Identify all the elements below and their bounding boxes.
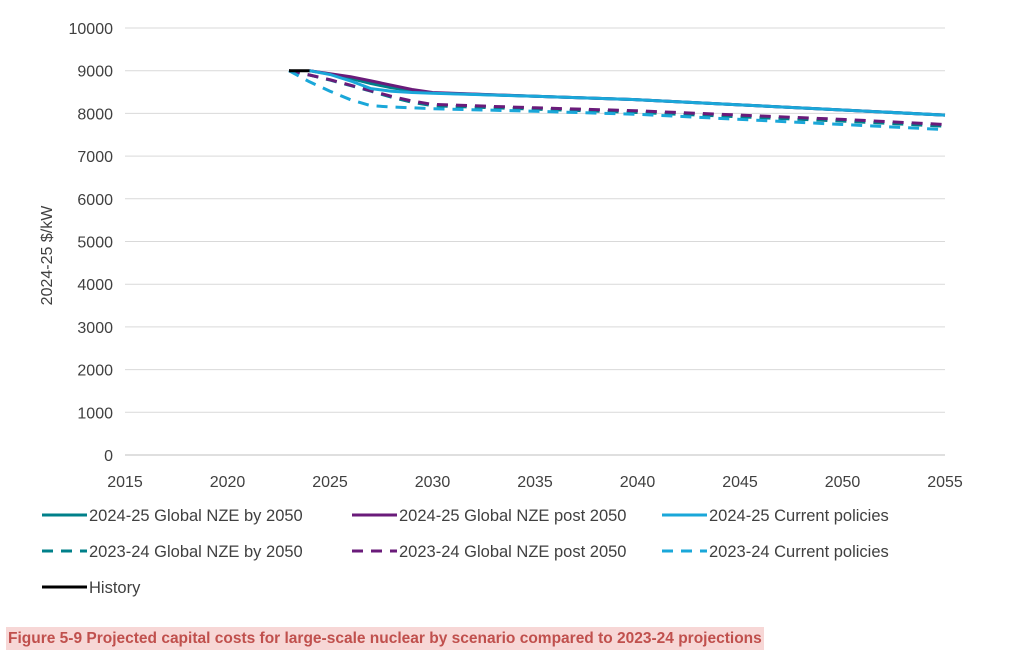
- y-tick-label: 6000: [77, 192, 113, 209]
- line-chart: 0 1000 2000 3000 4000 5000 6000 7000 8000 9000 100…: [39, 21, 963, 597]
- y-tick-label: 4000: [77, 277, 113, 294]
- x-tick-label: 2030: [415, 474, 451, 491]
- figure-caption: Figure 5-9 Projected capital costs for l…: [6, 627, 764, 650]
- y-tick-label: 10000: [69, 21, 114, 38]
- series-line-2: [309, 69, 946, 117]
- legend-label: 2024-25 Current policies: [709, 507, 889, 525]
- x-axis-tick-labels: 2015 2020 2025 2030 2035 2040 2045 2050 2055: [107, 474, 963, 491]
- y-axis-tick-labels: 0 1000 2000 3000 4000 5000 6000 7000 8000 9000 100…: [69, 21, 114, 465]
- y-axis-label: 2024-25 $/kW: [39, 205, 56, 306]
- y-tick-label: 3000: [77, 320, 113, 337]
- y-tick-label: 8000: [77, 106, 113, 123]
- y-tick-label: 7000: [77, 149, 113, 166]
- legend: 2024-25 Global NZE by 2050 2024-25 Global…: [42, 507, 889, 597]
- y-tick-label: 5000: [77, 235, 113, 252]
- series-lines: [288, 69, 946, 132]
- gridlines: [125, 27, 945, 456]
- legend-label: History: [89, 579, 141, 597]
- x-tick-label: 2020: [210, 474, 246, 491]
- x-tick-label: 2040: [620, 474, 656, 491]
- x-tick-label: 2025: [312, 474, 348, 491]
- legend-label: 2023-24 Global NZE post 2050: [399, 543, 626, 561]
- y-tick-label: 9000: [77, 64, 113, 81]
- y-tick-label: 1000: [77, 405, 113, 422]
- legend-entry: History: [42, 579, 141, 597]
- x-tick-label: 2015: [107, 474, 143, 491]
- y-tick-label: 2000: [77, 363, 113, 380]
- legend-label: 2023-24 Current policies: [709, 543, 889, 561]
- legend-entry: 2023-24 Current policies: [662, 543, 889, 561]
- legend-entry: 2023-24 Global NZE by 2050: [42, 543, 303, 561]
- legend-label: 2024-25 Global NZE post 2050: [399, 507, 626, 525]
- y-tick-label: 0: [104, 448, 113, 465]
- x-tick-label: 2050: [825, 474, 861, 491]
- legend-entry: 2024-25 Current policies: [662, 507, 889, 525]
- legend-entry: 2024-25 Global NZE by 2050: [42, 507, 303, 525]
- series-line-5: [288, 69, 946, 132]
- legend-label: 2023-24 Global NZE by 2050: [89, 543, 303, 561]
- x-tick-label: 2035: [517, 474, 553, 491]
- x-tick-label: 2055: [927, 474, 963, 491]
- legend-label: 2024-25 Global NZE by 2050: [89, 507, 303, 525]
- legend-entry: 2023-24 Global NZE post 2050: [352, 543, 626, 561]
- x-tick-label: 2045: [722, 474, 758, 491]
- legend-entry: 2024-25 Global NZE post 2050: [352, 507, 626, 525]
- series-line-4: [288, 69, 946, 126]
